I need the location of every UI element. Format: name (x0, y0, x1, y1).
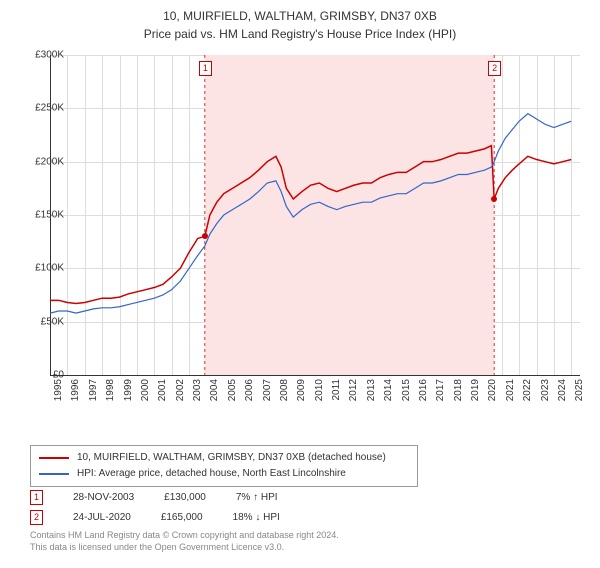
sale-marker-2: 2 (30, 510, 43, 525)
sale-date-1: 28-NOV-2003 (73, 492, 134, 503)
legend-swatch-blue (39, 473, 69, 475)
chart-title: 10, MUIRFIELD, WALTHAM, GRIMSBY, DN37 0X… (0, 8, 600, 25)
xtick-label: 2012 (348, 379, 359, 401)
footer: Contains HM Land Registry data © Crown c… (30, 530, 339, 553)
legend-row-hpi: HPI: Average price, detached house, Nort… (39, 466, 409, 482)
xtick-label: 2014 (383, 379, 394, 401)
xtick-label: 1996 (70, 379, 81, 401)
xtick-label: 1997 (88, 379, 99, 401)
xtick-label: 2011 (331, 379, 342, 401)
series-hpi (50, 114, 571, 313)
xtick-label: 2007 (262, 379, 273, 401)
legend-label-price: 10, MUIRFIELD, WALTHAM, GRIMSBY, DN37 0X… (77, 450, 386, 466)
sale-delta-2: 18% ↓ HPI (233, 512, 280, 523)
footer-line-1: Contains HM Land Registry data © Crown c… (30, 530, 339, 542)
xtick-label: 2025 (574, 379, 585, 401)
xtick-label: 1998 (105, 379, 116, 401)
xtick-label: 2020 (487, 379, 498, 401)
xtick-label: 2015 (401, 379, 412, 401)
xtick-label: 1995 (53, 379, 64, 401)
xtick-label: 2004 (209, 379, 220, 401)
xtick-label: 2019 (470, 379, 481, 401)
marker-box-2: 2 (488, 61, 501, 76)
legend-box: 10, MUIRFIELD, WALTHAM, GRIMSBY, DN37 0X… (30, 445, 418, 487)
xtick-label: 2001 (157, 379, 168, 401)
marker-box-1: 1 (199, 61, 212, 76)
xtick-label: 2000 (140, 379, 151, 401)
xtick-label: 2021 (505, 379, 516, 401)
xtick-label: 2016 (418, 379, 429, 401)
sale-row-2: 2 24-JUL-2020 £165,000 18% ↓ HPI (30, 510, 280, 525)
xtick-label: 2002 (175, 379, 186, 401)
sale-price-1: £130,000 (164, 492, 206, 503)
xtick-label: 2008 (279, 379, 290, 401)
plot-region: 12 (50, 55, 580, 375)
legend-row-price: 10, MUIRFIELD, WALTHAM, GRIMSBY, DN37 0X… (39, 450, 409, 466)
sale-price-2: £165,000 (161, 512, 203, 523)
xtick-label: 2022 (522, 379, 533, 401)
xtick-label: 2003 (192, 379, 203, 401)
footer-line-2: This data is licensed under the Open Gov… (30, 542, 339, 554)
xtick-label: 2018 (453, 379, 464, 401)
chart-subtitle: Price paid vs. HM Land Registry's House … (0, 27, 600, 41)
legend-swatch-red (39, 457, 69, 459)
sale-row-1: 1 28-NOV-2003 £130,000 7% ↑ HPI (30, 490, 278, 505)
chart-area: 12 (50, 55, 580, 405)
chart-svg (50, 55, 580, 375)
xtick-label: 2023 (540, 379, 551, 401)
xtick-label: 2010 (314, 379, 325, 401)
xtick-label: 2024 (557, 379, 568, 401)
xtick-label: 2009 (296, 379, 307, 401)
gridline-h (50, 375, 580, 376)
xtick-label: 1999 (123, 379, 134, 401)
sale-marker-1: 1 (30, 490, 43, 505)
xtick-label: 2017 (435, 379, 446, 401)
xtick-label: 2005 (227, 379, 238, 401)
xtick-label: 2013 (366, 379, 377, 401)
sale-date-2: 24-JUL-2020 (73, 512, 131, 523)
legend-label-hpi: HPI: Average price, detached house, Nort… (77, 466, 346, 482)
series-price_paid (50, 146, 571, 304)
sale-delta-1: 7% ↑ HPI (236, 492, 278, 503)
xtick-label: 2006 (244, 379, 255, 401)
